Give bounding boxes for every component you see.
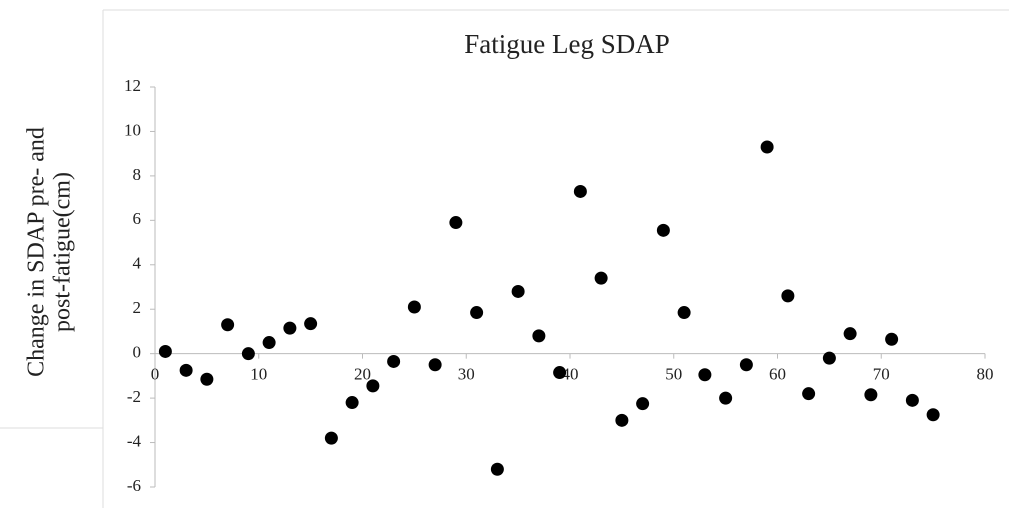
data-point [470,306,484,320]
data-point [802,387,816,401]
data-point [636,397,650,411]
x-tick-label: 30 [458,365,475,384]
y-tick-label: 2 [133,298,142,317]
x-tick-label: 10 [250,365,267,384]
y-tick-label: -4 [127,431,142,450]
data-point [698,368,712,382]
data-point [760,140,774,154]
chart-title: Fatigue Leg SDAP [464,29,670,59]
x-tick-label: 70 [873,365,890,384]
data-point [532,329,546,343]
x-tick-label: 60 [769,365,786,384]
data-point [449,216,463,230]
y-tick-label: -2 [127,387,141,406]
x-tick-label: 50 [665,365,682,384]
data-point [200,372,214,386]
data-point [407,300,421,314]
data-point [241,347,255,361]
x-tick-label: 40 [562,365,579,384]
data-point [490,462,504,476]
data-point [905,393,919,407]
data-point [179,363,193,377]
data-point [158,344,172,358]
data-point [739,358,753,372]
data-point [428,358,442,372]
data-point [345,396,359,410]
y-tick-label: 10 [124,120,141,139]
data-point [719,391,733,405]
y-tick-label: 0 [133,343,142,362]
data-point [781,289,795,303]
y-axis-label: post-fatigue(cm) [50,172,76,332]
y-tick-label: 6 [133,209,142,228]
data-point [221,318,235,332]
y-tick-label: 8 [133,165,142,184]
x-tick-label: 0 [151,365,160,384]
x-tick-label: 20 [354,365,371,384]
data-point [864,388,878,402]
x-tick-label: 80 [977,365,994,384]
y-axis-label: Change in SDAP pre- and [24,127,50,377]
data-point [615,413,629,427]
data-point [843,327,857,341]
data-point [366,379,380,393]
data-point [511,284,525,298]
y-tick-label: -6 [127,476,141,495]
data-point [926,408,940,422]
data-point [573,184,587,198]
y-tick-label: 4 [133,254,142,273]
data-point [553,366,567,380]
data-point [283,321,297,335]
y-tick-label: 12 [124,76,141,95]
data-point [594,271,608,285]
data-point [822,351,836,365]
data-point [324,431,338,445]
data-point [304,317,318,331]
data-point [656,223,670,237]
data-point [677,306,691,320]
data-point [262,336,276,350]
data-point [387,354,401,368]
data-point [885,332,899,346]
